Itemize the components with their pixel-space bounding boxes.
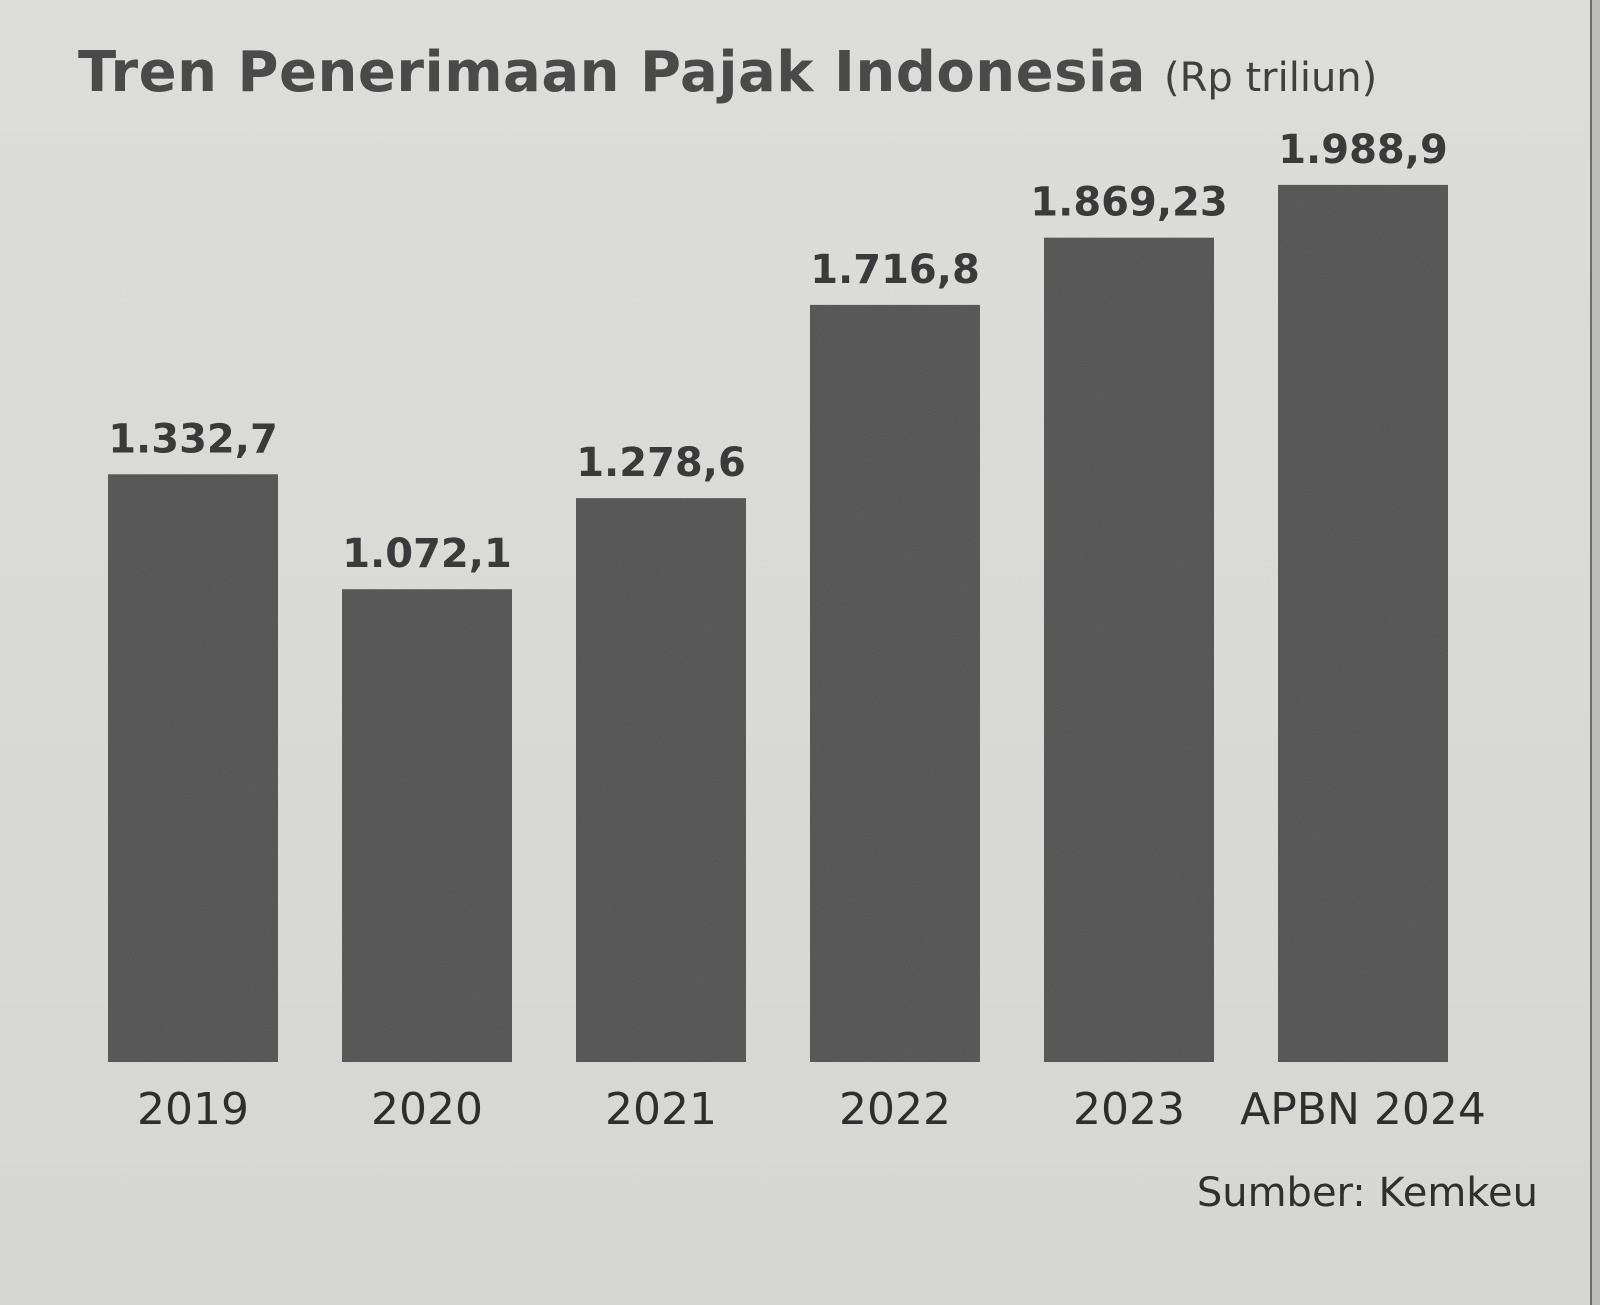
chart-title: Tren Penerimaan Pajak Indonesia bbox=[78, 40, 1146, 105]
category-label: 2022 bbox=[839, 1084, 951, 1135]
bar-2019 bbox=[108, 474, 278, 1062]
bar-2021 bbox=[576, 498, 746, 1062]
source-note: Sumber: Kemkeu bbox=[1196, 1170, 1538, 1216]
value-label: 1.988,9 bbox=[1278, 127, 1448, 173]
value-label: 1.332,7 bbox=[108, 416, 278, 462]
bar-2020 bbox=[342, 589, 512, 1062]
bar-2023 bbox=[1044, 237, 1214, 1063]
value-label: 1.072,1 bbox=[342, 531, 512, 577]
bar-apbn-2024 bbox=[1278, 184, 1448, 1063]
value-label: 1.278,6 bbox=[576, 440, 746, 486]
category-label: APBN 2024 bbox=[1240, 1084, 1486, 1135]
value-label: 1.869,23 bbox=[1030, 180, 1227, 226]
category-label: 2019 bbox=[137, 1084, 249, 1135]
chart-title-row: Tren Penerimaan Pajak Indonesia (Rp trili… bbox=[78, 40, 1377, 105]
value-label: 1.716,8 bbox=[810, 247, 980, 293]
category-label: 2023 bbox=[1073, 1084, 1185, 1135]
category-label: 2021 bbox=[605, 1084, 717, 1135]
page-edge bbox=[1590, 0, 1600, 1305]
chart-unit: (Rp triliun) bbox=[1163, 55, 1378, 101]
category-label: 2020 bbox=[371, 1084, 483, 1135]
bar-2022 bbox=[810, 304, 980, 1062]
